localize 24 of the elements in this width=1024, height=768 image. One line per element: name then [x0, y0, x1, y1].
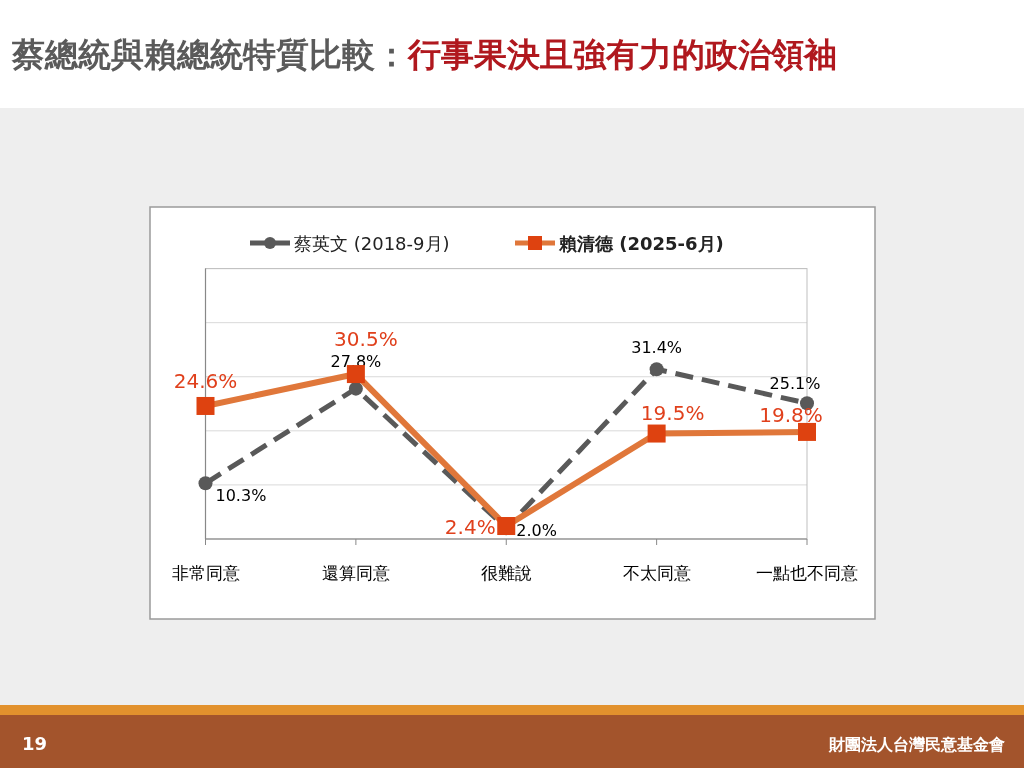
legend-label: 賴清德 (2025-6月): [558, 233, 724, 254]
data-label: 25.1%: [769, 374, 821, 394]
text: 19: [22, 733, 48, 754]
x-tick-label: 非常同意: [171, 563, 240, 583]
data-label: 19.5%: [640, 400, 705, 425]
data-label: 2.4%: [444, 515, 496, 540]
data-label: 24.6%: [173, 368, 238, 393]
point: [348, 381, 363, 396]
text: 財團法人台灣民意基金會: [828, 735, 1005, 754]
point: [198, 476, 213, 491]
x-tick-label: 還算同意: [321, 563, 390, 583]
x-tick-label: 不太同意: [622, 563, 691, 583]
legend-label: 蔡英文 (2018-9月): [294, 233, 450, 254]
x-tick-label: 一點也不同意: [756, 563, 858, 583]
chart-subtitle: 行事果決且強有力的政治領袖: [407, 35, 837, 74]
point: [649, 362, 664, 377]
data-label: 10.3%: [215, 486, 267, 506]
data-label: 27.8%: [330, 351, 382, 371]
data-label: 31.4%: [631, 338, 683, 358]
chart-title: 蔡總統與賴總統特質比較：: [11, 35, 408, 74]
data-label: 2.0%: [516, 521, 557, 541]
data-label: 30.5%: [334, 327, 398, 352]
data-label: 19.8%: [759, 402, 823, 427]
x-tick-label: 很難說: [480, 563, 532, 583]
